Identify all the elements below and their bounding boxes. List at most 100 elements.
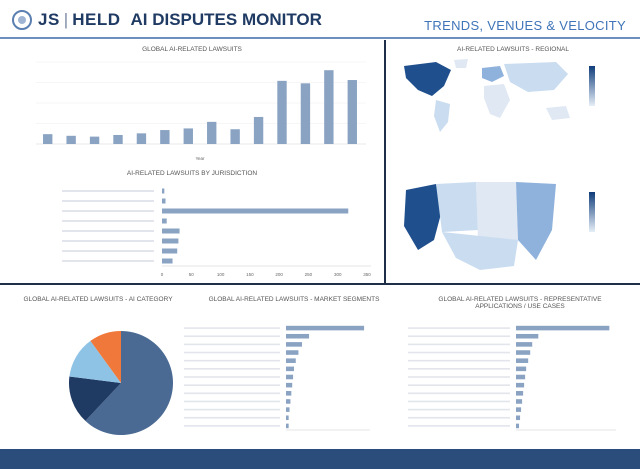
bar[interactable] bbox=[286, 391, 292, 396]
map-us-central bbox=[476, 182, 518, 242]
pie-slice[interactable] bbox=[85, 331, 173, 435]
category-label bbox=[184, 408, 280, 411]
category-label bbox=[62, 250, 154, 252]
panel-title-use-cases: GLOBAL AI-RELATED LAWSUITS - REPRESENTAT… bbox=[438, 296, 602, 310]
panel-title-global: GLOBAL AI-RELATED LAWSUITS bbox=[142, 46, 242, 53]
bar[interactable] bbox=[162, 208, 349, 214]
bar[interactable] bbox=[516, 399, 523, 404]
category-label bbox=[184, 425, 280, 427]
pie-slice[interactable] bbox=[69, 376, 121, 421]
global-lawsuits-chart[interactable]: Year bbox=[20, 58, 370, 164]
map-us-east bbox=[516, 182, 556, 260]
world-map-legend bbox=[589, 66, 595, 106]
bar[interactable] bbox=[162, 238, 179, 244]
bar[interactable] bbox=[286, 358, 296, 363]
bar[interactable] bbox=[230, 129, 240, 144]
bar[interactable] bbox=[516, 325, 610, 331]
bar[interactable] bbox=[162, 198, 166, 204]
bar[interactable] bbox=[207, 121, 217, 144]
bar[interactable] bbox=[162, 218, 167, 224]
bar[interactable] bbox=[183, 128, 193, 144]
panel-title-category: GLOBAL AI-RELATED LAWSUITS - AI CATEGORY bbox=[23, 296, 173, 303]
x-axis-title: Year bbox=[195, 156, 205, 161]
map-north-america bbox=[404, 62, 451, 96]
category-label bbox=[184, 384, 280, 386]
map-oceania bbox=[546, 106, 570, 120]
bar[interactable] bbox=[66, 135, 76, 144]
category-label bbox=[408, 400, 510, 403]
pie-slice[interactable] bbox=[90, 331, 121, 383]
bar[interactable] bbox=[162, 248, 178, 254]
bar[interactable] bbox=[286, 382, 293, 388]
section-title: TRENDS, VENUES & VELOCITY bbox=[424, 18, 626, 33]
category-label bbox=[408, 335, 510, 338]
bar[interactable] bbox=[162, 258, 173, 264]
segments-chart[interactable] bbox=[176, 320, 376, 440]
category-label bbox=[408, 343, 510, 346]
bar[interactable] bbox=[516, 423, 520, 429]
category-label bbox=[184, 335, 280, 338]
bar[interactable] bbox=[136, 133, 147, 144]
bar[interactable] bbox=[347, 80, 357, 144]
category-label bbox=[408, 384, 510, 386]
app-title: AI DISPUTES MONITOR bbox=[130, 10, 322, 29]
category-label bbox=[408, 416, 510, 419]
map-asia bbox=[504, 62, 568, 92]
category-label bbox=[62, 210, 154, 212]
bar[interactable] bbox=[162, 228, 180, 234]
bar[interactable] bbox=[286, 325, 365, 331]
pie-slice[interactable] bbox=[69, 340, 121, 383]
use-cases-chart[interactable] bbox=[400, 320, 622, 440]
us-map-legend bbox=[589, 192, 595, 232]
divider-horizontal bbox=[0, 283, 640, 285]
bar[interactable] bbox=[277, 80, 287, 144]
bar[interactable] bbox=[516, 382, 525, 388]
bar[interactable] bbox=[286, 350, 299, 355]
bar[interactable] bbox=[516, 350, 531, 355]
bar[interactable] bbox=[162, 188, 165, 194]
world-map[interactable] bbox=[396, 56, 586, 136]
bar[interactable] bbox=[516, 358, 529, 363]
jurisdiction-chart[interactable]: 0 50 100 150 200 250 300 350 bbox=[20, 182, 375, 280]
bar[interactable] bbox=[286, 374, 294, 380]
category-label bbox=[184, 359, 280, 362]
bar[interactable] bbox=[516, 415, 521, 421]
us-map[interactable] bbox=[396, 170, 586, 280]
map-africa bbox=[484, 84, 510, 118]
x-tick-label: 150 bbox=[246, 272, 254, 277]
category-label bbox=[408, 425, 510, 427]
bar[interactable] bbox=[286, 415, 289, 421]
bar[interactable] bbox=[516, 391, 524, 396]
category-label bbox=[184, 376, 280, 378]
bar[interactable] bbox=[286, 342, 302, 347]
panel-title-jurisdiction: AI-RELATED LAWSUITS BY JURISDICTION bbox=[126, 170, 258, 177]
bar[interactable] bbox=[516, 407, 522, 412]
bar[interactable] bbox=[286, 423, 289, 429]
bar[interactable] bbox=[516, 342, 533, 347]
category-pie-chart[interactable] bbox=[66, 328, 176, 438]
category-label bbox=[62, 190, 154, 192]
bar[interactable] bbox=[286, 399, 291, 404]
bar[interactable] bbox=[253, 116, 264, 144]
category-label bbox=[184, 368, 280, 370]
panel-title-segments: GLOBAL AI-RELATED LAWSUITS - MARKET SEGM… bbox=[208, 296, 380, 303]
bar[interactable] bbox=[286, 407, 290, 412]
x-tick-label: 50 bbox=[189, 272, 195, 277]
bar[interactable] bbox=[516, 374, 526, 380]
bar[interactable] bbox=[160, 130, 170, 144]
bar[interactable] bbox=[89, 136, 100, 144]
category-label bbox=[62, 200, 154, 202]
category-label bbox=[408, 408, 510, 411]
bar[interactable] bbox=[43, 134, 53, 144]
bar[interactable] bbox=[300, 83, 311, 144]
panel-title-regional: AI-RELATED LAWSUITS - REGIONAL bbox=[457, 46, 569, 53]
map-us-west bbox=[404, 184, 442, 250]
bar[interactable] bbox=[113, 134, 123, 144]
bar[interactable] bbox=[324, 70, 334, 144]
bar[interactable] bbox=[516, 333, 539, 339]
bar[interactable] bbox=[516, 366, 527, 372]
bar[interactable] bbox=[286, 366, 294, 372]
category-label bbox=[408, 359, 510, 362]
map-south-america bbox=[434, 100, 450, 132]
bar[interactable] bbox=[286, 333, 310, 339]
